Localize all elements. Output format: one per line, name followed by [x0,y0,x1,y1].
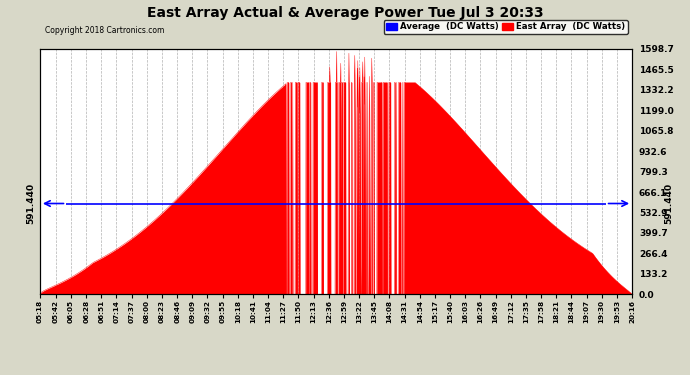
Text: Copyright 2018 Cartronics.com: Copyright 2018 Cartronics.com [45,26,164,35]
Legend: Average  (DC Watts), East Array  (DC Watts): Average (DC Watts), East Array (DC Watts… [384,20,628,34]
Text: East Array Actual & Average Power Tue Jul 3 20:33: East Array Actual & Average Power Tue Ju… [147,6,543,20]
Text: 591.440: 591.440 [26,183,35,224]
Text: 591.440: 591.440 [664,183,673,224]
